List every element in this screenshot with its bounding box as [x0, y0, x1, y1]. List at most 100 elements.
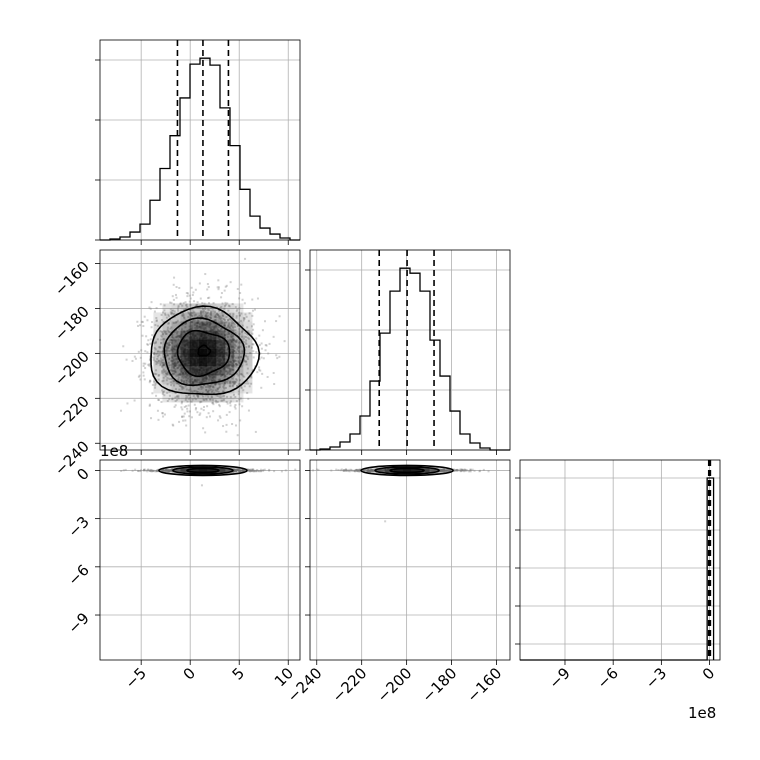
- scatter-point: [177, 379, 180, 382]
- density-cell: [384, 467, 394, 474]
- density-cell: [420, 467, 430, 474]
- scatter-point: [425, 469, 428, 472]
- scatter-point: [361, 469, 364, 472]
- scatter-point: [232, 365, 235, 368]
- scatter-point: [208, 389, 211, 392]
- scatter-point: [382, 470, 385, 473]
- scatter-point: [180, 402, 183, 405]
- scatter-point: [238, 311, 241, 314]
- scatter-point: [224, 469, 227, 472]
- density-cell: [234, 348, 244, 358]
- scatter-point: [459, 469, 462, 472]
- scatter-point: [203, 302, 206, 305]
- scatter-point: [159, 359, 162, 362]
- scatter-point: [379, 469, 382, 472]
- scatter-point: [184, 308, 187, 311]
- scatter-point: [370, 469, 373, 472]
- scatter-point: [339, 469, 342, 472]
- scatter-point: [137, 350, 140, 353]
- scatter-point: [237, 390, 240, 393]
- scatter-point: [184, 375, 187, 378]
- scatter-point: [161, 389, 164, 392]
- scatter-point: [164, 313, 167, 316]
- scatter-point: [161, 331, 164, 334]
- scatter-point: [364, 468, 367, 471]
- scatter-point: [216, 328, 219, 331]
- contour-line: [197, 344, 212, 357]
- scatter-point: [364, 470, 367, 473]
- scatter-point: [143, 468, 146, 471]
- scatter-point: [222, 425, 225, 428]
- scatter-point: [244, 468, 247, 471]
- density-cell: [162, 330, 172, 340]
- scatter-point: [189, 313, 192, 316]
- scatter-point: [433, 469, 436, 472]
- scatter-point: [361, 469, 364, 472]
- scatter-point: [447, 468, 450, 471]
- scatter-point: [193, 314, 196, 317]
- scatter-point: [252, 470, 255, 473]
- scatter-point: [227, 325, 230, 328]
- scatter-point: [186, 305, 189, 308]
- scatter-point: [210, 390, 213, 393]
- scatter-point: [233, 470, 236, 473]
- scatter-point: [237, 346, 240, 349]
- scatter-point: [224, 468, 227, 471]
- scatter-point: [179, 373, 182, 376]
- scatter-point: [225, 470, 228, 473]
- scatter-point: [443, 468, 446, 471]
- scatter-point: [172, 283, 175, 286]
- scatter-point: [453, 468, 456, 471]
- scatter-point: [185, 394, 188, 397]
- scatter-point: [244, 469, 247, 472]
- density-cell: [153, 366, 163, 376]
- scatter-point: [188, 376, 191, 379]
- scatter-point: [167, 330, 170, 333]
- scatter-point: [238, 307, 241, 310]
- scatter-point: [387, 469, 390, 472]
- scatter-point: [383, 469, 386, 472]
- scatter-point: [174, 470, 177, 473]
- scatter-point: [181, 386, 184, 389]
- scatter-point: [250, 469, 253, 472]
- scatter-point: [223, 470, 226, 473]
- scatter-point: [174, 396, 177, 399]
- scatter-point: [237, 360, 240, 363]
- scatter-point: [223, 324, 226, 327]
- scatter-point: [160, 468, 163, 471]
- density-cell: [225, 339, 235, 349]
- scatter-point: [312, 469, 315, 472]
- scatter-point: [228, 469, 231, 472]
- scatter-point: [142, 364, 145, 367]
- scatter-point: [387, 468, 390, 471]
- scatter-point: [219, 383, 222, 386]
- scatter-point: [237, 357, 240, 360]
- scatter-point: [224, 469, 227, 472]
- scatter-point: [168, 469, 171, 472]
- scatter-point: [358, 470, 361, 473]
- scatter-point: [358, 470, 361, 473]
- scatter-point: [226, 379, 229, 382]
- density-cell: [162, 321, 172, 331]
- scatter-point: [164, 470, 167, 473]
- scatter-point: [150, 469, 153, 472]
- density-cell: [180, 384, 190, 394]
- scatter-point: [158, 361, 161, 364]
- scatter-point: [167, 469, 170, 472]
- scatter-point: [241, 298, 244, 301]
- scatter-point: [381, 469, 384, 472]
- scatter-point: [173, 310, 176, 313]
- scatter-point: [443, 468, 446, 471]
- density-cell: [162, 366, 172, 376]
- scatter-point: [187, 469, 190, 472]
- scatter-point: [240, 469, 243, 472]
- density-cell: [198, 348, 208, 358]
- scatter-point: [427, 468, 430, 471]
- scatter-point: [383, 468, 386, 471]
- scatter-point: [219, 469, 222, 472]
- scatter-point: [221, 469, 224, 472]
- scatter-point: [220, 469, 223, 472]
- scatter-point: [167, 344, 170, 347]
- scatter-point: [220, 469, 223, 472]
- scatter-point: [238, 363, 241, 366]
